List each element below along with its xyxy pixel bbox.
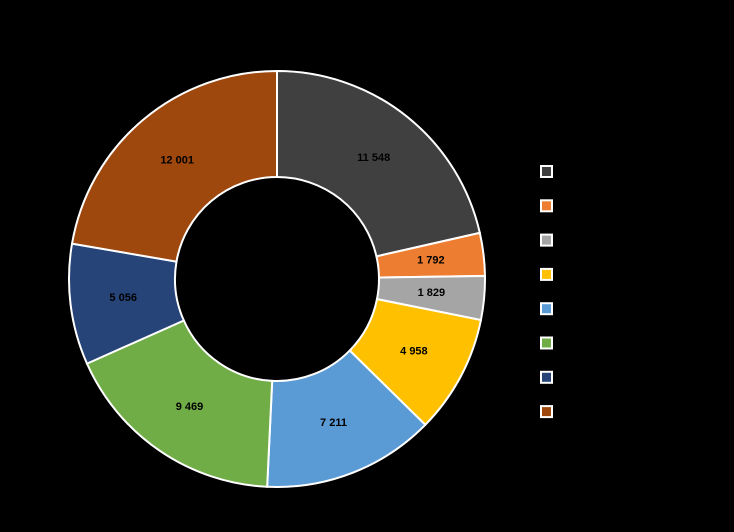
legend-swatch	[540, 405, 553, 419]
legend-swatch	[540, 302, 553, 316]
data-label: 11 548	[357, 152, 390, 164]
data-label: 1 792	[417, 254, 445, 266]
data-label: 9 469	[176, 401, 204, 413]
data-label: 1 829	[418, 287, 446, 299]
legend-swatch	[540, 233, 553, 247]
data-label: 4 958	[400, 346, 428, 358]
data-label: 12 001	[160, 154, 194, 166]
data-label: 7 211	[320, 417, 347, 429]
legend-swatch	[540, 336, 553, 350]
data-label: 5 056	[109, 292, 137, 304]
legend-swatch	[540, 165, 553, 178]
donut-slice	[70, 69, 278, 263]
legend-swatch	[540, 370, 553, 384]
donut-slice	[276, 69, 482, 258]
donut-slice	[85, 319, 274, 488]
legend-swatch	[540, 199, 553, 213]
legend-swatch	[540, 267, 553, 281]
